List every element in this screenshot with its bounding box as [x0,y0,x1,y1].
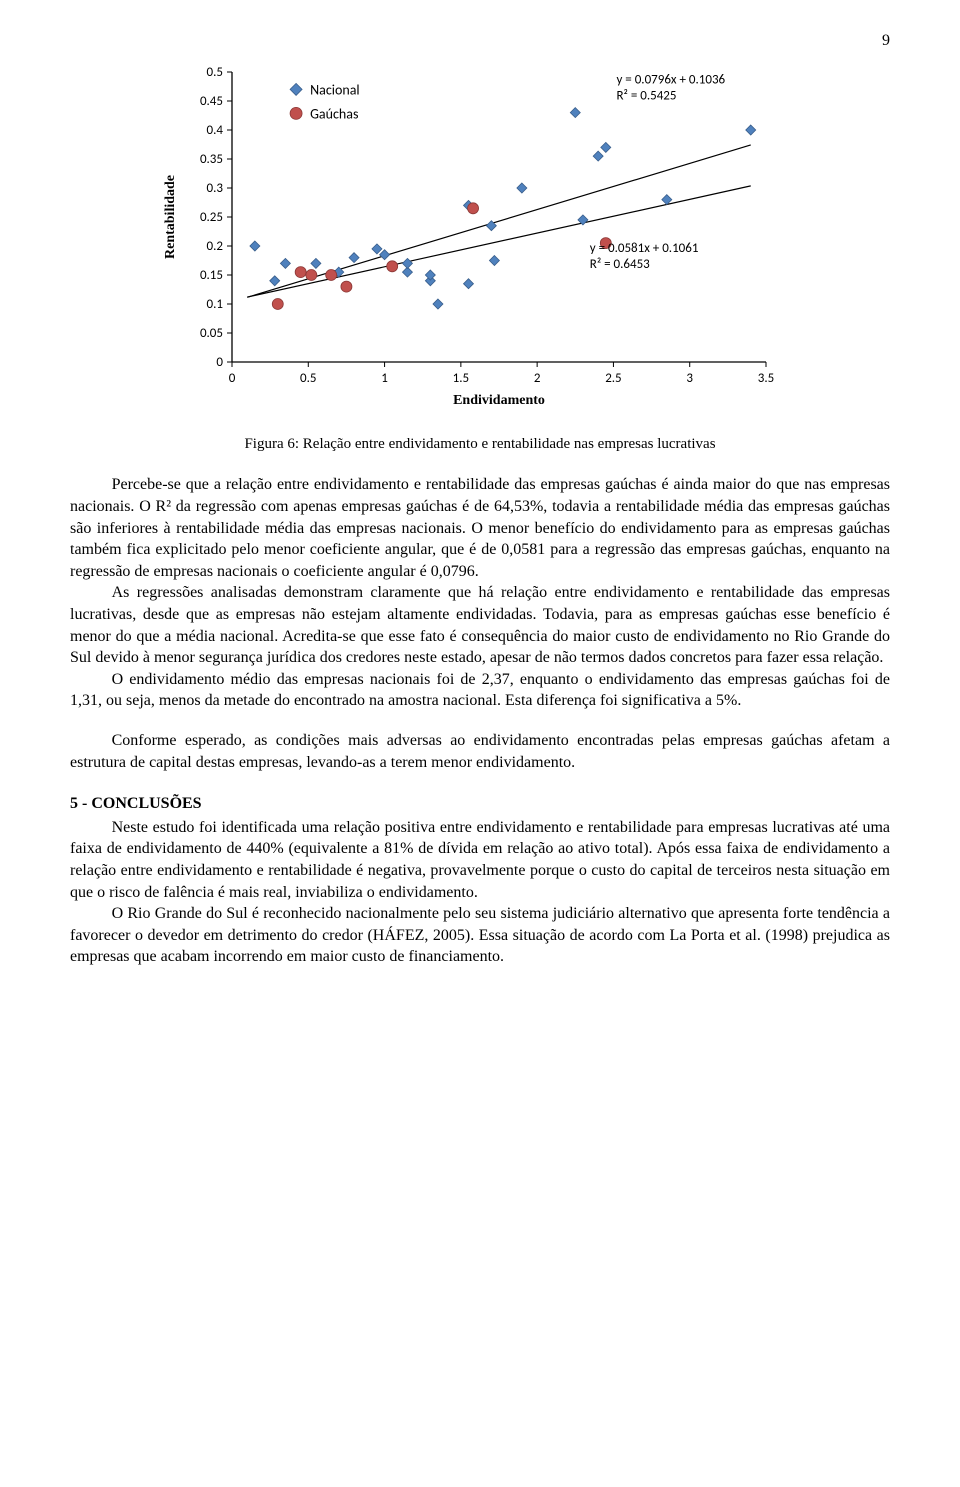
svg-text:y = 0.0796x + 0.1036: y = 0.0796x + 0.1036 [616,72,725,87]
svg-text:0.05: 0.05 [200,326,223,341]
svg-text:2.5: 2.5 [605,371,621,386]
svg-text:0.15: 0.15 [200,268,223,283]
svg-text:0: 0 [229,371,236,386]
svg-text:0.4: 0.4 [207,123,224,138]
paragraph-2: As regressões analisadas demonstram clar… [70,582,890,668]
page-number: 9 [70,30,890,52]
paragraph-4: Conforme esperado, as condições mais adv… [70,730,890,773]
svg-text:0.5: 0.5 [207,65,223,80]
svg-text:0.35: 0.35 [200,152,223,167]
svg-text:1: 1 [381,371,388,386]
paragraph-5: Neste estudo foi identificada uma relaçã… [70,817,890,903]
svg-text:0.3: 0.3 [207,181,224,196]
svg-text:y = 0.0581x + 0.1061: y = 0.0581x + 0.1061 [590,240,699,255]
svg-text:0.2: 0.2 [207,239,224,254]
svg-text:0: 0 [216,355,223,370]
svg-text:Nacional: Nacional [310,81,360,98]
svg-text:1.5: 1.5 [453,371,469,386]
svg-text:0.45: 0.45 [200,94,223,109]
svg-text:0.5: 0.5 [300,371,316,386]
paragraph-6: O Rio Grande do Sul é reconhecido nacion… [70,903,890,968]
svg-text:3: 3 [686,371,693,386]
figure-caption: Figura 6: Relação entre endividamento e … [70,434,890,454]
svg-text:R² = 0.5425: R² = 0.5425 [616,88,676,103]
svg-text:Rentabilidade: Rentabilidade [163,175,178,259]
svg-text:Endividamento: Endividamento [453,393,545,408]
svg-text:3.5: 3.5 [758,371,774,386]
svg-text:0.1: 0.1 [207,297,223,312]
paragraph-3: O endividamento médio das empresas nacio… [70,669,890,712]
svg-text:Gaúchas: Gaúchas [310,105,358,122]
chart-svg: 0 0.05 0.1 0.15 0.2 0.25 0.3 0.35 0.4 0.45 0.5 0 0.5… [150,58,790,418]
paragraph-1: Percebe-se que a relação entre endividam… [70,474,890,582]
svg-text:0.25: 0.25 [200,210,223,225]
scatter-chart: 0 0.05 0.1 0.15 0.2 0.25 0.3 0.35 0.4 0.45 0.5 0 0.5… [150,58,790,425]
svg-text:2: 2 [534,371,541,386]
svg-text:R² = 0.6453: R² = 0.6453 [590,256,650,271]
section-title: 5 - CONCLUSÕES [70,793,890,815]
